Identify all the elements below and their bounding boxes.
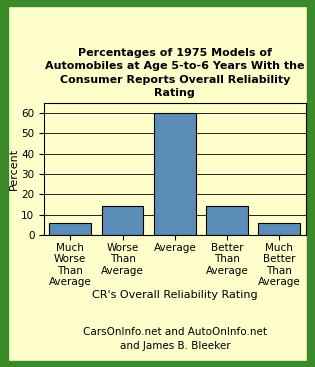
Y-axis label: Percent: Percent [9,148,19,190]
Bar [49,223,91,235]
Bar [102,206,143,235]
Text: CR's Overall Reliability Rating: CR's Overall Reliability Rating [92,290,258,301]
Bar [206,206,248,235]
Bar [154,113,196,235]
Title: Percentages of 1975 Models of
Automobiles at Age 5-to-6 Years With the
Consumer : Percentages of 1975 Models of Automobile… [45,48,305,98]
Bar [259,223,300,235]
Text: CarsOnInfo.net and AutoOnInfo.net
and James B. Bleeker: CarsOnInfo.net and AutoOnInfo.net and Ja… [83,327,267,352]
